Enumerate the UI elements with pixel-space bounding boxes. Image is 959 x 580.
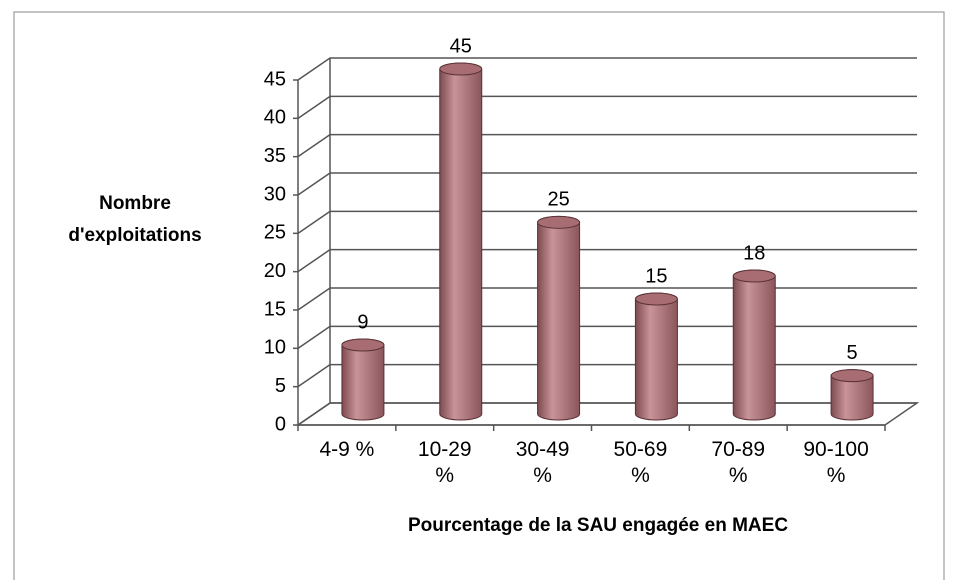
y-tick-label: 35 [264,145,286,167]
bar [439,62,483,421]
value-label: 5 [847,342,858,364]
bar-top [634,292,678,306]
grid-line [297,133,917,158]
bar [732,269,776,421]
value-label: 45 [450,35,472,57]
grid-line [297,95,917,119]
bar-top [537,215,581,229]
y-axis-title: Nombre d'exploitations [68,193,202,246]
value-label: 18 [743,242,765,264]
bar-top [732,269,776,283]
y-tick-label: 15 [264,298,286,320]
bar [537,215,581,421]
bar-top [830,369,874,383]
grid-line [297,57,917,81]
x-axis-title: Pourcentage de la SAU engagée en MAEC [407,515,789,536]
chart-border [13,11,945,580]
y-tick-label: 45 [264,68,286,90]
y-tick-label: 30 [264,183,286,205]
bar [634,292,678,421]
grid-line [297,287,917,311]
x-tick-label: 4-9 % [319,438,375,461]
x-tick-label: 50-69 % [613,438,668,487]
bar-top [439,62,483,76]
grid-line [297,325,917,349]
value-label: 25 [547,189,569,211]
x-tick-label: 90-100 % [803,438,869,487]
x-tick-label: 30-49 % [515,438,570,487]
y-tick-label: 0 [275,413,286,435]
grid-line [297,248,917,273]
y-tick-label: 5 [275,375,286,397]
y-tick-label: 20 [264,260,286,282]
value-label: 15 [645,265,667,287]
y-tick-label: 10 [264,337,286,359]
grid-line [297,172,917,196]
grid-line [297,402,917,426]
x-tick-label: 70-89 % [711,438,766,487]
grid-line [297,363,917,388]
value-label: 9 [357,311,368,333]
bar-top [341,338,385,352]
x-tick-label: 10-29 % [417,438,472,487]
y-tick-label: 40 [264,107,286,129]
floor [295,402,920,426]
grid-line [297,210,917,234]
y-tick-label: 25 [264,222,286,244]
